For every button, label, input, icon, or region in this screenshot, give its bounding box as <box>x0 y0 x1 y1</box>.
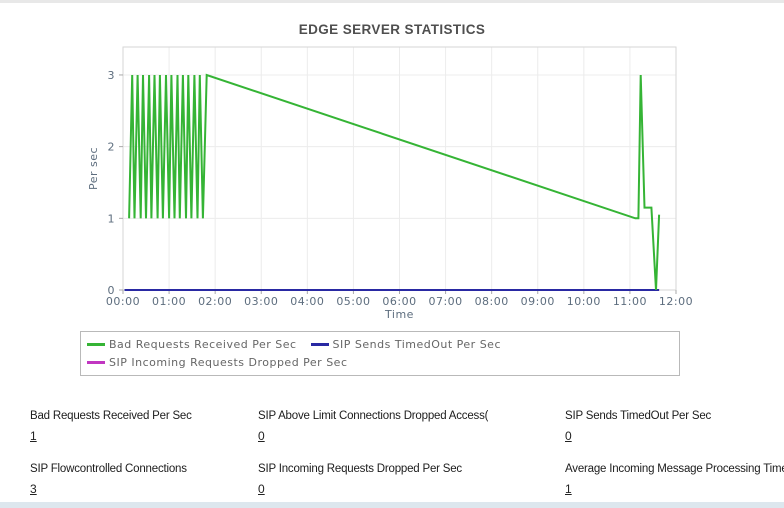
x-tick-label: 12:00 <box>659 295 693 308</box>
x-tick-label: 01:00 <box>152 295 186 308</box>
legend-line-swatch <box>310 342 329 346</box>
y-tick-label: 3 <box>108 69 116 82</box>
x-tick-label: 10:00 <box>567 295 601 308</box>
y-tick-label: 0 <box>108 284 116 297</box>
stat-value-link[interactable]: 1 <box>30 429 37 443</box>
page-title: EDGE SERVER STATISTICS <box>298 22 486 37</box>
x-tick-label: 03:00 <box>244 295 278 308</box>
stat-label: Average Incoming Message Processing Time <box>565 463 784 475</box>
legend-label: SIP Sends TimedOut Per Sec <box>332 337 502 351</box>
legend-item: Bad Requests Received Per Sec <box>87 335 297 353</box>
stat-sip-above-limit-dropped: SIP Above Limit Connections Dropped Acce… <box>258 410 488 445</box>
stat-label: SIP Above Limit Connections Dropped Acce… <box>258 410 488 422</box>
stat-value-link[interactable]: 1 <box>565 482 572 496</box>
chart-legend: Bad Requests Received Per Sec SIP Sends T… <box>80 331 680 376</box>
stat-label: SIP Incoming Requests Dropped Per Sec <box>258 463 462 475</box>
stat-sip-incoming-dropped: SIP Incoming Requests Dropped Per Sec 0 <box>258 463 488 498</box>
stat-bad-requests-received: Bad Requests Received Per Sec 1 <box>30 410 260 445</box>
x-tick-label: 04:00 <box>290 295 324 308</box>
bottom-divider <box>0 502 784 508</box>
y-tick-label: 1 <box>108 212 116 225</box>
top-divider <box>0 0 784 3</box>
stat-value-link[interactable]: 0 <box>258 429 265 443</box>
x-tick-label: 06:00 <box>382 295 416 308</box>
stat-value-link[interactable]: 0 <box>258 482 265 496</box>
stat-label: Bad Requests Received Per Sec <box>30 410 192 422</box>
legend-line-swatch <box>87 360 105 364</box>
x-tick-label: 08:00 <box>475 295 509 308</box>
edge-server-statistics-chart: 00:00 01:00 02:00 03:00 04:00 05:00 06:00 07:00… <box>87 46 693 321</box>
stat-value-link[interactable]: 3 <box>30 482 37 496</box>
series-bad-requests-received-per-sec <box>128 73 661 291</box>
legend-line-swatch <box>87 342 105 346</box>
x-tick-label: 09:00 <box>521 295 555 308</box>
legend-item: SIP Sends TimedOut Per Sec <box>310 335 502 353</box>
legend-label: SIP Incoming Requests Dropped Per Sec <box>109 355 348 369</box>
y-tick-label: 2 <box>108 141 116 154</box>
stat-label: SIP Flowcontrolled Connections <box>30 463 187 475</box>
x-tick-label: 02:00 <box>198 295 232 308</box>
stat-label: SIP Sends TimedOut Per Sec <box>565 410 712 422</box>
stat-sip-sends-timedout: SIP Sends TimedOut Per Sec 0 <box>565 410 784 445</box>
y-axis-label: Per sec <box>87 147 100 190</box>
stat-sip-flowcontrolled: SIP Flowcontrolled Connections 3 <box>30 463 260 498</box>
stat-value-link[interactable]: 0 <box>565 429 572 443</box>
x-tick-label: 05:00 <box>336 295 370 308</box>
x-tick-label: 07:00 <box>428 295 462 308</box>
legend-label: Bad Requests Received Per Sec <box>109 337 297 351</box>
x-tick-label: 11:00 <box>613 295 647 308</box>
stat-avg-incoming-processing-time: Average Incoming Message Processing Time… <box>565 463 784 498</box>
x-tick-label: 00:00 <box>106 295 140 308</box>
x-axis-label: Time <box>384 308 414 321</box>
legend-item: SIP Incoming Requests Dropped Per Sec <box>87 353 348 371</box>
